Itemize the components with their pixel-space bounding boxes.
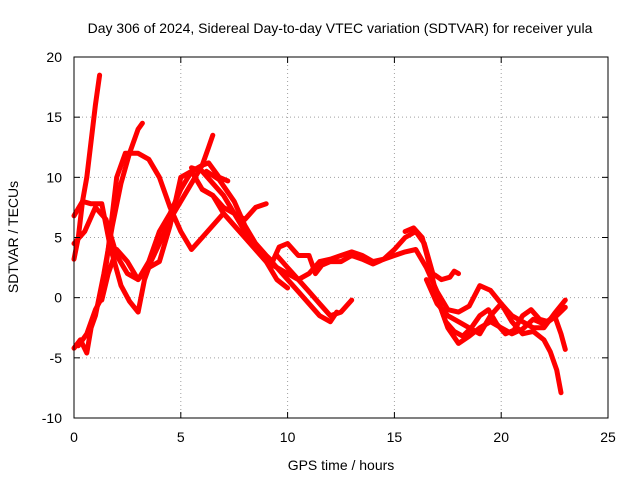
series-trace-6 [99, 132, 216, 303]
series-trace-11 [402, 225, 568, 339]
x-tick-label: 20 [493, 429, 509, 445]
x-tick-label: 5 [177, 429, 185, 445]
x-tick-label: 10 [280, 429, 296, 445]
y-tick-label: 20 [46, 49, 62, 65]
y-tick-label: -10 [42, 410, 62, 426]
series-trace-13 [434, 295, 568, 352]
y-axis-label: SDTVAR / TECUs [5, 181, 21, 293]
y-tick-label: 5 [54, 230, 62, 246]
series-layer [71, 72, 568, 396]
x-axis-label: GPS time / hours [288, 457, 395, 473]
series-trace-8 [199, 186, 340, 325]
x-tick-label: 15 [387, 429, 403, 445]
y-tick-label: 10 [46, 169, 62, 185]
series-trace-12 [423, 277, 564, 396]
grid [74, 57, 608, 418]
x-tick-label: 25 [600, 429, 616, 445]
series-trace-9 [203, 168, 461, 283]
x-tick-label: 0 [70, 429, 78, 445]
chart-title: Day 306 of 2024, Sidereal Day-to-day VTE… [88, 20, 593, 36]
series-trace-7 [189, 165, 355, 319]
ticks: 0 5 10 15 20 25 -10 -5 0 5 10 15 20 [42, 49, 616, 445]
series-trace-10 [274, 247, 568, 331]
y-tick-label: -5 [50, 350, 63, 366]
y-tick-label: 15 [46, 109, 62, 125]
y-tick-label: 0 [54, 290, 62, 306]
